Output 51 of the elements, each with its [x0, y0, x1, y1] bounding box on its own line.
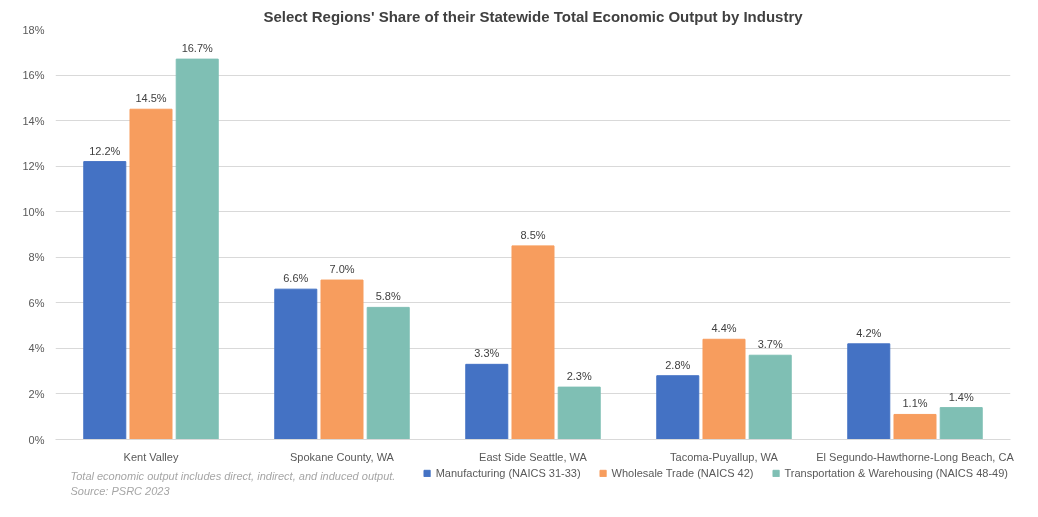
- bar: [83, 161, 127, 440]
- legend-label: Transportation & Warehousing (NAICS 48-49): [784, 467, 1008, 479]
- data-label: 2.8%: [665, 358, 691, 371]
- legend-label: Manufacturing (NAICS 31-33): [435, 467, 581, 479]
- data-label: 1.1%: [902, 397, 928, 410]
- data-label: 5.8%: [375, 290, 401, 303]
- data-label: 12.2%: [89, 144, 121, 157]
- data-label: 3.3%: [474, 347, 500, 360]
- bar: [175, 58, 219, 440]
- y-tick-label: 18%: [22, 23, 45, 36]
- data-label: 4.2%: [856, 326, 882, 339]
- bar: [366, 306, 410, 440]
- bar: [656, 375, 700, 440]
- data-label: 7.0%: [329, 263, 355, 276]
- x-tick-label: El Segundo-Hawthorne-Long Beach, CA: [816, 450, 1015, 463]
- y-tick-label: 14%: [22, 114, 45, 127]
- x-tick-label: Tacoma-Puyallup, WA: [670, 450, 779, 463]
- data-label: 14.5%: [135, 92, 167, 105]
- y-tick-label: 4%: [28, 342, 45, 355]
- bar: [748, 354, 792, 440]
- chart-title: Select Regions' Share of their Statewide Total Economic Output by Industry: [263, 7, 804, 25]
- data-label: 3.7%: [757, 338, 783, 351]
- x-tick-label: Kent Valley: [123, 450, 179, 463]
- y-tick-label: 16%: [22, 69, 45, 82]
- y-tick-label: 6%: [28, 296, 45, 309]
- text: Total economic output includes direct, indirect, and induced output.: [70, 469, 396, 482]
- y-tick-label: 0%: [28, 433, 45, 446]
- bar: [847, 343, 891, 440]
- x-tick-label: Spokane County, WA: [290, 450, 395, 463]
- data-label: 6.6%: [283, 272, 309, 285]
- bar: [702, 338, 746, 440]
- y-tick-label: 12%: [22, 160, 45, 173]
- bar: [557, 386, 601, 440]
- y-tick-label: 2%: [28, 387, 45, 400]
- bar: [465, 363, 509, 440]
- data-label: 8.5%: [520, 228, 546, 241]
- bar: [274, 288, 318, 440]
- x-tick-label: East Side Seattle, WA: [479, 450, 588, 463]
- bar: [320, 279, 364, 440]
- y-tick-label: 10%: [22, 205, 45, 218]
- data-label: 2.3%: [566, 370, 592, 383]
- bar: [893, 413, 937, 440]
- legend-label: Wholesale Trade (NAICS 42): [611, 467, 754, 479]
- data-label: 16.7%: [181, 42, 214, 55]
- bar: [129, 108, 173, 440]
- source-note: Source: PSRC 2023: [70, 484, 171, 497]
- data-label: 1.4%: [948, 390, 974, 403]
- y-tick-label: 8%: [28, 251, 45, 264]
- bar: [939, 407, 983, 440]
- bar: [511, 245, 555, 440]
- data-label: 4.4%: [711, 322, 737, 335]
